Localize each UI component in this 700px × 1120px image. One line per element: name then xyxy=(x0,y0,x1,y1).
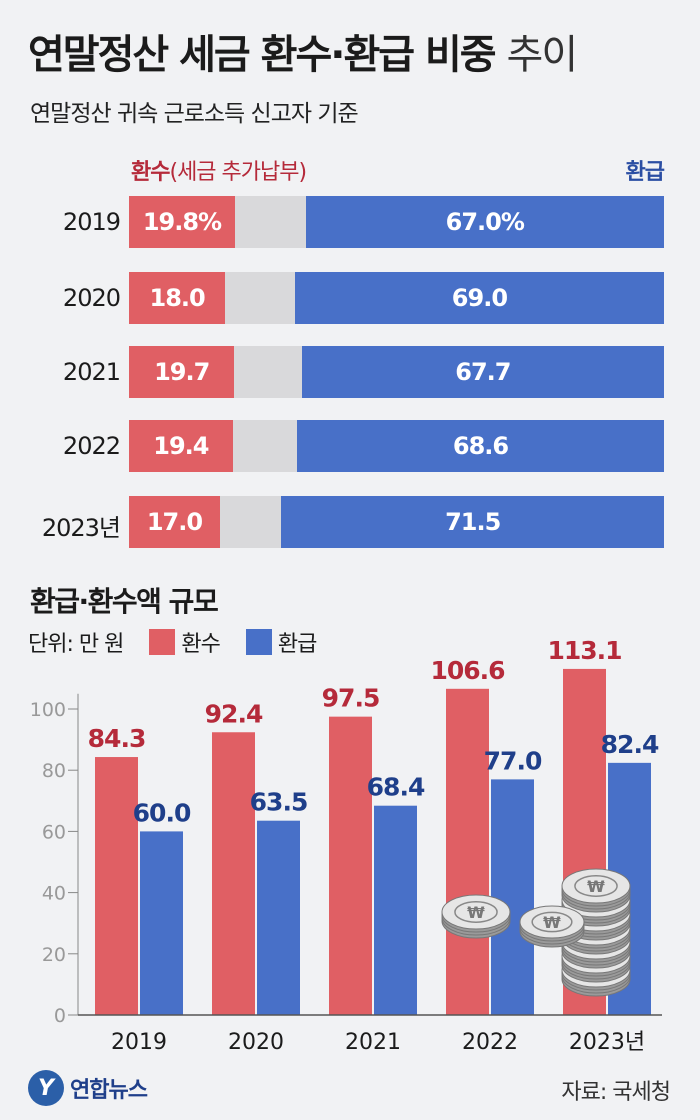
bar-refund xyxy=(374,805,417,1015)
legend-refund-swatch xyxy=(245,629,272,655)
bar-refund xyxy=(257,820,300,1015)
y-tick-label: 80 xyxy=(42,760,66,782)
stack-value-label: 19.8% xyxy=(142,208,222,236)
stack-year-label: 2023년 xyxy=(41,514,121,542)
stack-value-label: 71.5 xyxy=(445,508,501,536)
stack-row: 2023년 17.0 71.5 xyxy=(0,496,700,548)
source-note: 자료: 국세청 xyxy=(561,1080,671,1105)
stack-segment-back: 19.7 xyxy=(129,346,235,398)
x-category-label: 2021 xyxy=(345,1030,401,1055)
logo-mark-icon: Y xyxy=(28,1070,64,1106)
stack-value-label: 19.4 xyxy=(153,432,209,460)
bar-value-label: 92.4 xyxy=(205,699,263,728)
stack-segment-gap xyxy=(232,420,297,472)
title-main: 연말정산 세금 환수·환급 비중 xyxy=(28,32,497,78)
stack-value-label: 68.6 xyxy=(452,432,509,460)
stack-segment-gap xyxy=(234,346,302,398)
stack-row: 2022 19.4 68.6 xyxy=(0,420,700,472)
chart-title: 연말정산 세금 환수·환급 비중 추이 xyxy=(28,22,579,80)
stack-segment-refund: 71.5 xyxy=(281,496,664,548)
y-tick-label: 20 xyxy=(42,944,66,966)
stack-legend-back: 환수(세금 추가납부) xyxy=(131,154,307,186)
y-tick-label: 0 xyxy=(54,1005,66,1027)
bar-back xyxy=(212,732,255,1015)
x-category-label: 2023년 xyxy=(569,1030,645,1055)
stack-segment-back: 19.8% xyxy=(129,196,235,248)
bar-value-label: 84.3 xyxy=(88,724,146,753)
stack-segment-gap xyxy=(219,496,282,548)
x-category-label: 2019 xyxy=(111,1030,167,1055)
stack-value-label: 18.0 xyxy=(149,284,206,312)
legend-refund-text: 환급 xyxy=(277,632,317,657)
stack-segment-back: 18.0 xyxy=(129,272,226,324)
bar-back xyxy=(95,757,138,1015)
stack-row: 2020 18.0 69.0 xyxy=(0,272,700,324)
stack-segment-refund: 68.6 xyxy=(296,420,664,472)
stack-value-label: 19.7 xyxy=(154,358,210,386)
svg-text:₩: ₩ xyxy=(587,877,605,896)
publisher-logo: Y 연합뉴스 xyxy=(28,1070,148,1106)
stack-year-label: 2021 xyxy=(62,358,121,386)
chart-subtitle: 연말정산 귀속 근로소득 신고자 기준 xyxy=(30,101,359,127)
bar-value-label: 113.1 xyxy=(547,640,621,665)
legend-back-note: (세금 추가납부) xyxy=(169,160,307,185)
bar-back xyxy=(446,688,489,1015)
stack-year-label: 2020 xyxy=(62,284,121,312)
legend-back-text: 환수 xyxy=(181,632,220,657)
bar-value-label: 77.0 xyxy=(484,746,542,775)
stack-segment-gap xyxy=(234,196,306,248)
stack-year-label: 2019 xyxy=(62,208,121,236)
bar-value-label: 63.5 xyxy=(250,788,308,817)
stack-value-label: 69.0 xyxy=(451,284,508,312)
stack-value-label: 17.0 xyxy=(146,508,203,536)
stack-segment-gap xyxy=(225,272,295,324)
stack-segment-back: 19.4 xyxy=(129,420,233,472)
bar-refund xyxy=(491,779,534,1015)
stack-row: 2021 19.7 67.7 xyxy=(0,346,700,398)
stack-segment-refund: 69.0 xyxy=(294,272,664,324)
amount-legend: 단위: 만 원 환수 환급 xyxy=(28,626,317,658)
x-category-label: 2020 xyxy=(228,1030,284,1055)
y-tick-label: 40 xyxy=(42,883,66,905)
bar-back xyxy=(329,716,372,1015)
legend-back-swatch xyxy=(149,629,176,655)
stack-value-label: 67.7 xyxy=(455,358,511,386)
stack-row: 2019 19.8% 67.0% xyxy=(0,196,700,248)
svg-text:₩: ₩ xyxy=(543,913,561,932)
unit-label: 단위: 만 원 xyxy=(28,632,124,657)
stack-segment-back: 17.0 xyxy=(129,496,220,548)
stack-segment-refund: 67.7 xyxy=(301,346,664,398)
bar-value-label: 60.0 xyxy=(133,798,191,827)
title-suffix: 추이 xyxy=(506,32,579,78)
svg-text:₩: ₩ xyxy=(467,903,485,922)
bar-value-label: 106.6 xyxy=(430,656,505,685)
y-tick-label: 100 xyxy=(30,699,66,721)
bar-value-label: 82.4 xyxy=(601,730,659,759)
bar-value-label: 97.5 xyxy=(322,684,380,713)
amount-bar-chart: 0 20 40 60 80 100 84.3 60.0 2019 92.4 63.5 2020 97.5… xyxy=(30,640,662,1055)
coin-icon: ₩ xyxy=(441,894,511,939)
stack-segment-refund: 67.0% xyxy=(305,196,664,248)
stack-value-label: 67.0% xyxy=(445,208,525,236)
coin-icon: ₩ xyxy=(519,905,585,948)
amount-chart-title: 환급·환수액 규모 xyxy=(30,585,219,618)
x-category-label: 2022 xyxy=(462,1030,518,1055)
legend-back-label: 환수 xyxy=(131,160,170,185)
stack-legend-refund: 환급 xyxy=(625,160,665,185)
bar-refund xyxy=(140,831,183,1015)
logo-text: 연합뉴스 xyxy=(70,1078,148,1103)
bar-value-label: 68.4 xyxy=(367,773,425,802)
coin-stack-icon: ₩ xyxy=(561,868,631,913)
stack-year-label: 2022 xyxy=(62,432,121,460)
y-tick-label: 60 xyxy=(42,821,66,843)
